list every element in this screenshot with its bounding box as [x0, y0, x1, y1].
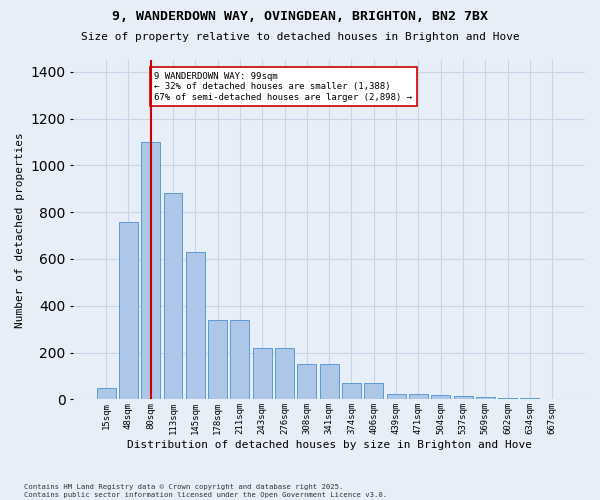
Bar [476, 397, 495, 400]
Bar [386, 394, 406, 400]
Bar [454, 396, 473, 400]
Bar [186, 252, 205, 400]
Y-axis label: Number of detached properties: Number of detached properties [15, 132, 25, 328]
Bar [364, 383, 383, 400]
Text: Size of property relative to detached houses in Brighton and Hove: Size of property relative to detached ho… [80, 32, 520, 42]
Bar [543, 398, 562, 400]
Bar [253, 348, 272, 400]
Bar [97, 388, 116, 400]
Bar [208, 320, 227, 400]
Text: Contains HM Land Registry data © Crown copyright and database right 2025.
Contai: Contains HM Land Registry data © Crown c… [24, 484, 387, 498]
Bar [320, 364, 338, 400]
Bar [520, 398, 539, 400]
Bar [298, 364, 316, 400]
Bar [275, 348, 294, 400]
Text: 9 WANDERDOWN WAY: 99sqm
← 32% of detached houses are smaller (1,388)
67% of semi: 9 WANDERDOWN WAY: 99sqm ← 32% of detache… [154, 72, 412, 102]
Bar [141, 142, 160, 400]
X-axis label: Distribution of detached houses by size in Brighton and Hove: Distribution of detached houses by size … [127, 440, 532, 450]
Bar [431, 394, 450, 400]
Text: 9, WANDERDOWN WAY, OVINGDEAN, BRIGHTON, BN2 7BX: 9, WANDERDOWN WAY, OVINGDEAN, BRIGHTON, … [112, 10, 488, 23]
Bar [498, 398, 517, 400]
Bar [342, 383, 361, 400]
Bar [409, 394, 428, 400]
Bar [164, 194, 182, 400]
Bar [119, 222, 138, 400]
Bar [230, 320, 250, 400]
